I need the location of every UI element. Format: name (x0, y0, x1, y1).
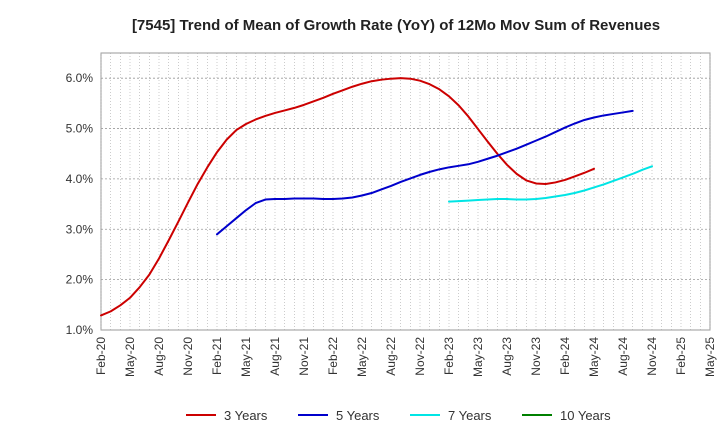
x-tick-label: May-25 (703, 337, 717, 377)
series-line-7-years (448, 165, 653, 203)
x-tick-label: Feb-21 (210, 337, 224, 375)
y-tick-label: 3.0% (66, 222, 94, 236)
x-tick-label: Feb-22 (326, 337, 340, 375)
y-tick-label: 5.0% (66, 122, 94, 136)
legend-label: 3 Years (224, 408, 268, 423)
plot-area (100, 52, 711, 331)
series-line-3-years (100, 77, 595, 317)
series-lines (100, 77, 653, 317)
series-line-5-years (216, 109, 634, 236)
y-tick-label: 6.0% (66, 71, 94, 85)
y-tick-label: 4.0% (66, 172, 94, 186)
x-tick-label: May-23 (471, 337, 485, 377)
x-tick-label: Aug-24 (616, 337, 630, 376)
x-tick-label: Aug-22 (384, 337, 398, 376)
y-tick-label: 2.0% (66, 273, 94, 287)
x-tick-label: Nov-21 (297, 337, 311, 376)
legend-label: 7 Years (448, 408, 492, 423)
x-tick-label: Feb-25 (674, 337, 688, 375)
chart-title: [7545] Trend of Mean of Growth Rate (YoY… (132, 17, 660, 34)
x-tick-label: Nov-22 (413, 337, 427, 376)
x-tick-label: Nov-20 (181, 337, 195, 376)
x-tick-label: Nov-23 (529, 337, 543, 376)
y-tick-label: 1.0% (66, 323, 94, 337)
x-tick-label: May-20 (123, 337, 137, 377)
x-tick-label: May-24 (587, 337, 601, 377)
grid-lines (100, 53, 711, 331)
x-tick-label: Nov-24 (645, 337, 659, 376)
x-tick-label: Aug-23 (500, 337, 514, 376)
x-tick-label: Feb-24 (558, 337, 572, 375)
legend-label: 10 Years (560, 408, 611, 423)
legend: 3 Years 5 Years 7 Years 10 Years (186, 408, 611, 423)
axis-labels: 1.0% 2.0% 3.0% 4.0% 5.0% 6.0% Feb-20 May-20 Aug-… (66, 71, 717, 377)
x-tick-label: Feb-20 (94, 337, 108, 375)
legend-label: 5 Years (336, 408, 380, 423)
x-tick-label: May-21 (239, 337, 253, 377)
x-tick-label: Feb-23 (442, 337, 456, 375)
x-tick-label: Aug-21 (268, 337, 282, 376)
x-tick-label: May-22 (355, 337, 369, 377)
x-tick-label: Aug-20 (152, 337, 166, 376)
